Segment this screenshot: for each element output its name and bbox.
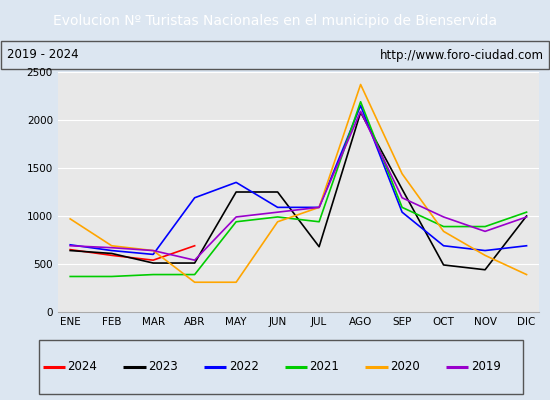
Text: Evolucion Nº Turistas Nacionales en el municipio de Bienservida: Evolucion Nº Turistas Nacionales en el m… xyxy=(53,14,497,28)
Text: http://www.foro-ciudad.com: http://www.foro-ciudad.com xyxy=(379,48,543,62)
Text: 2019: 2019 xyxy=(471,360,501,374)
Text: 2024: 2024 xyxy=(68,360,97,374)
Text: 2023: 2023 xyxy=(148,360,178,374)
Text: 2019 - 2024: 2019 - 2024 xyxy=(7,48,78,62)
Text: 2021: 2021 xyxy=(310,360,339,374)
Text: 2020: 2020 xyxy=(390,360,420,374)
Text: 2022: 2022 xyxy=(229,360,258,374)
